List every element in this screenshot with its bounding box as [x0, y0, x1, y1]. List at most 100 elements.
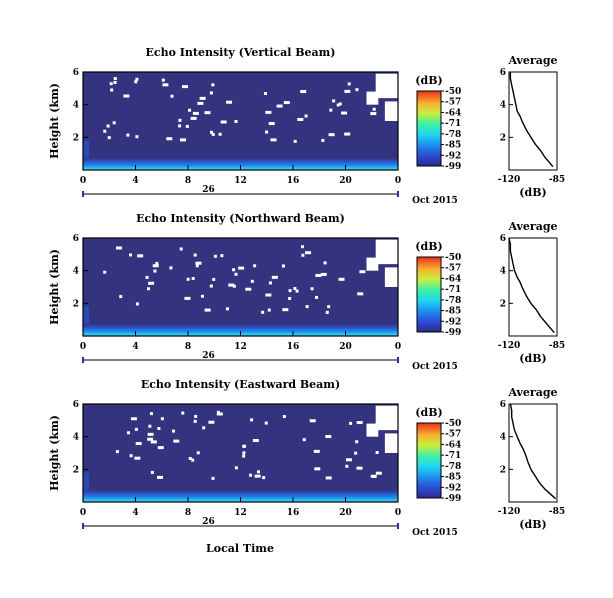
- low-echo-band: [83, 157, 398, 170]
- y-tick-label: 6: [73, 400, 79, 410]
- missing-cell: [359, 270, 366, 274]
- profile-x-tick-label: -120: [498, 341, 521, 351]
- missing-cell: [300, 90, 307, 94]
- colorbar-tick-label: -50: [445, 419, 461, 429]
- missing-cell: [293, 287, 297, 291]
- missing-data-cells: [103, 73, 398, 143]
- missing-cell: [157, 446, 164, 450]
- panel-0: Echo Intensity (Vertical Beam) 2 4 6 Height …: [48, 46, 565, 206]
- colorbar-tick-label: -71: [445, 285, 461, 295]
- colorbar-tick-label: -99: [445, 162, 461, 172]
- missing-cell: [113, 77, 117, 81]
- missing-cell: [193, 419, 197, 423]
- profile-y-tick-label: 6: [500, 68, 506, 78]
- missing-cell: [320, 272, 327, 276]
- missing-cell: [264, 421, 268, 425]
- missing-cell: [126, 133, 130, 137]
- missing-cell: [238, 266, 245, 270]
- missing-cell: [184, 296, 191, 300]
- missing-cell: [199, 96, 206, 100]
- missing-cell: [193, 253, 197, 257]
- missing-cell: [355, 440, 359, 444]
- profile-x-tick-label: -85: [549, 507, 565, 517]
- missing-cell: [181, 411, 185, 415]
- missing-cell: [115, 450, 119, 454]
- missing-block: [366, 257, 379, 271]
- missing-cell: [234, 120, 238, 124]
- colorbar-tick-label: -71: [445, 119, 461, 129]
- colorbar: [416, 90, 442, 167]
- missing-cell: [216, 412, 223, 416]
- x-tick-label: 4: [132, 176, 138, 186]
- missing-cell: [234, 272, 238, 276]
- colorbar-unit: (dB): [415, 406, 442, 419]
- day-label: 26: [202, 185, 215, 195]
- missing-cell: [113, 80, 117, 84]
- colorbar-unit: (dB): [415, 240, 442, 253]
- x-tick-label: 0: [395, 176, 401, 186]
- y-tick-label: 2: [73, 133, 79, 143]
- missing-cell: [106, 124, 110, 128]
- x-tick-label: 8: [185, 342, 191, 352]
- missing-cell: [341, 111, 348, 115]
- y-tick-label: 2: [73, 299, 79, 309]
- profile-x-label: (dB): [519, 352, 546, 365]
- missing-cell: [204, 111, 211, 115]
- profile-title: Average: [507, 54, 557, 67]
- colorbar-tick-label: -78: [445, 462, 461, 472]
- missing-cell: [310, 287, 314, 291]
- missing-cell: [178, 118, 182, 122]
- day-label: 26: [202, 517, 215, 527]
- missing-cell: [157, 427, 161, 431]
- missing-cell: [178, 124, 182, 128]
- x-tick-label: 20: [339, 342, 352, 352]
- x-tick-label: 16: [287, 342, 300, 352]
- missing-cell: [112, 121, 116, 125]
- profile-frame: [508, 237, 558, 337]
- missing-cell: [150, 470, 154, 474]
- missing-cell: [196, 451, 200, 455]
- missing-cell: [110, 88, 114, 92]
- missing-cell: [305, 305, 309, 309]
- missing-cell: [288, 296, 292, 300]
- missing-cell: [109, 82, 113, 86]
- missing-cell: [188, 457, 192, 461]
- missing-cell: [148, 424, 152, 428]
- missing-cell: [372, 475, 376, 479]
- date-label: Oct 2015: [412, 362, 458, 372]
- colorbar-tick-label: -64: [445, 274, 461, 284]
- missing-block: [366, 423, 379, 437]
- profile-y-tick-label: 2: [500, 133, 506, 143]
- missing-cell: [209, 130, 213, 134]
- missing-cell: [325, 476, 332, 480]
- y-tick-label: 6: [73, 234, 79, 244]
- missing-cell: [179, 138, 186, 142]
- missing-cell: [344, 132, 351, 136]
- missing-cell: [265, 130, 269, 134]
- x-tick-label: 0: [80, 342, 86, 352]
- colorbar: [416, 422, 442, 499]
- low-echo-band: [83, 323, 398, 336]
- panel-title: Echo Intensity (Northward Beam): [136, 212, 345, 225]
- x-tick-label: 4: [132, 508, 138, 518]
- y-tick-label: 4: [73, 101, 79, 111]
- missing-cell: [152, 264, 159, 268]
- panel-title: Echo Intensity (Eastward Beam): [141, 378, 340, 391]
- missing-cell: [293, 139, 297, 143]
- colorbar-tick-label: -92: [445, 483, 461, 493]
- missing-cell: [329, 108, 333, 112]
- missing-cell: [213, 254, 217, 258]
- missing-cell: [253, 264, 257, 268]
- missing-block: [375, 405, 398, 431]
- panel-2: Echo Intensity (Eastward Beam) 2 4 6 Height …: [48, 378, 565, 555]
- x-tick-label: 8: [185, 508, 191, 518]
- missing-cell: [297, 117, 304, 121]
- profile-y-tick-label: 6: [500, 400, 506, 410]
- missing-cell: [123, 94, 130, 98]
- missing-cell: [134, 427, 138, 431]
- profile-y-tick-label: 4: [500, 101, 506, 111]
- missing-cell: [262, 476, 266, 480]
- missing-cell: [282, 415, 286, 419]
- y-tick-label: 2: [73, 465, 79, 475]
